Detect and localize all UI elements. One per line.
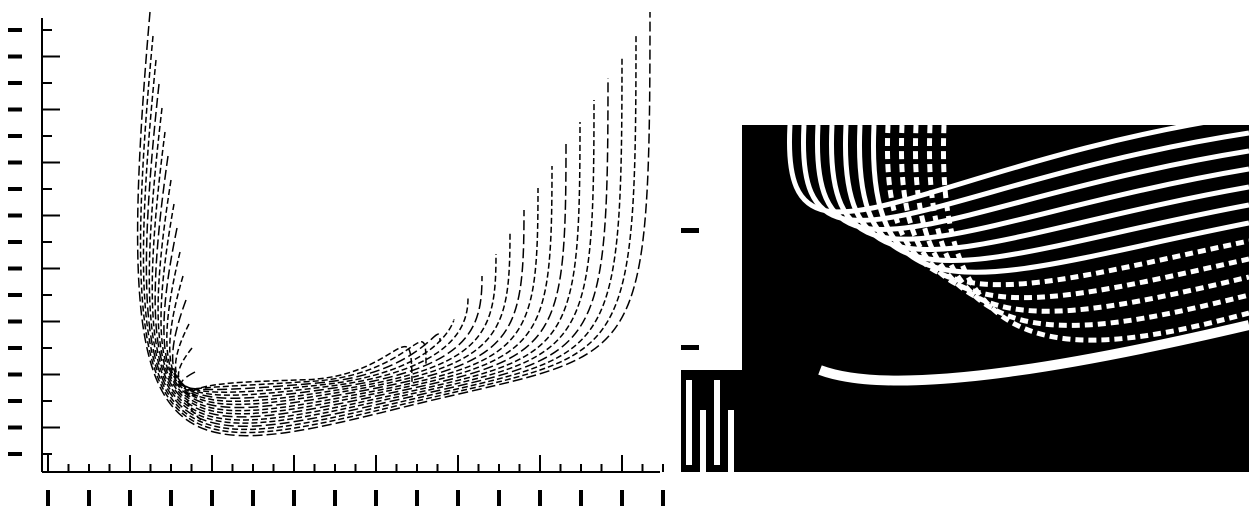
x-tick-glyph — [538, 490, 542, 506]
contour-line — [171, 275, 483, 399]
contour-line — [160, 187, 539, 412]
y-tick-glyph — [8, 54, 22, 59]
y-tick-glyph — [8, 293, 22, 297]
x-tick-glyph — [87, 490, 91, 506]
contour-line — [163, 209, 525, 409]
x-tick-glyph — [333, 490, 337, 506]
x-tick-glyph — [497, 490, 501, 506]
x-tick-glyph — [661, 490, 665, 506]
x-tick-glyph — [456, 490, 460, 506]
bitmap-gap — [714, 380, 720, 465]
x-tick-glyph — [46, 490, 50, 506]
bitmap-stripe — [842, 124, 1249, 253]
contour-line — [186, 345, 413, 421]
bitmap-stripe — [898, 124, 1249, 301]
bitmap-stripe — [856, 124, 1249, 264]
y-tick-glyph — [8, 134, 22, 138]
contour-line — [174, 297, 469, 396]
bitmap-stripe — [786, 112, 1249, 215]
bitmap-stripe — [828, 124, 1249, 242]
bitmap-mark — [681, 345, 699, 350]
y-tick-glyph — [8, 372, 22, 377]
bitmap-stripe — [800, 124, 1249, 223]
x-tick-glyph — [292, 490, 296, 506]
contour-panel — [8, 11, 665, 506]
bitmap-gap — [728, 410, 734, 495]
x-tick-glyph — [374, 490, 378, 506]
bitmap-gap — [700, 410, 706, 495]
bitmap-mark — [681, 228, 699, 233]
contour-line — [145, 77, 609, 428]
y-tick-glyph — [8, 266, 22, 271]
y-tick-glyph — [8, 213, 22, 218]
bitmap-panel — [681, 112, 1249, 495]
bitmap-stripe — [884, 124, 1249, 288]
bitmap-gap — [686, 380, 692, 465]
bitmap-stripe — [926, 124, 1249, 328]
contour-line — [157, 165, 553, 415]
contour-line — [139, 33, 637, 434]
y-tick-glyph — [8, 425, 22, 430]
y-tick-glyph — [8, 399, 22, 403]
x-tick-glyph — [169, 490, 173, 506]
bitmap-stripe — [912, 124, 1249, 314]
bitmap-band — [818, 320, 1249, 386]
y-tick-glyph — [8, 187, 22, 191]
bitmap-stripe — [870, 124, 1249, 275]
contour-line — [180, 333, 441, 391]
y-tick-glyph — [8, 160, 22, 165]
x-tick-glyph — [415, 490, 419, 506]
contour-line — [148, 99, 595, 424]
y-tick-glyph — [8, 28, 22, 32]
x-tick-glyph — [579, 490, 583, 506]
x-tick-glyph — [251, 490, 255, 506]
contour-line — [142, 55, 623, 431]
x-tick-glyph — [210, 490, 214, 506]
bitmap-stripe — [814, 124, 1249, 233]
y-tick-glyph — [8, 81, 22, 85]
x-tick-glyph — [128, 490, 132, 506]
x-tick-glyph — [620, 490, 624, 506]
y-tick-glyph — [8, 240, 22, 244]
y-tick-glyph — [8, 452, 22, 456]
contour-line — [169, 253, 497, 402]
y-tick-glyph — [8, 107, 22, 112]
contour-line — [136, 11, 651, 437]
y-tick-glyph — [8, 346, 22, 350]
y-tick-glyph — [8, 319, 22, 324]
contour-line — [166, 231, 511, 406]
contour-line — [151, 121, 581, 421]
contour-line — [177, 319, 455, 393]
contour-line — [154, 143, 567, 418]
